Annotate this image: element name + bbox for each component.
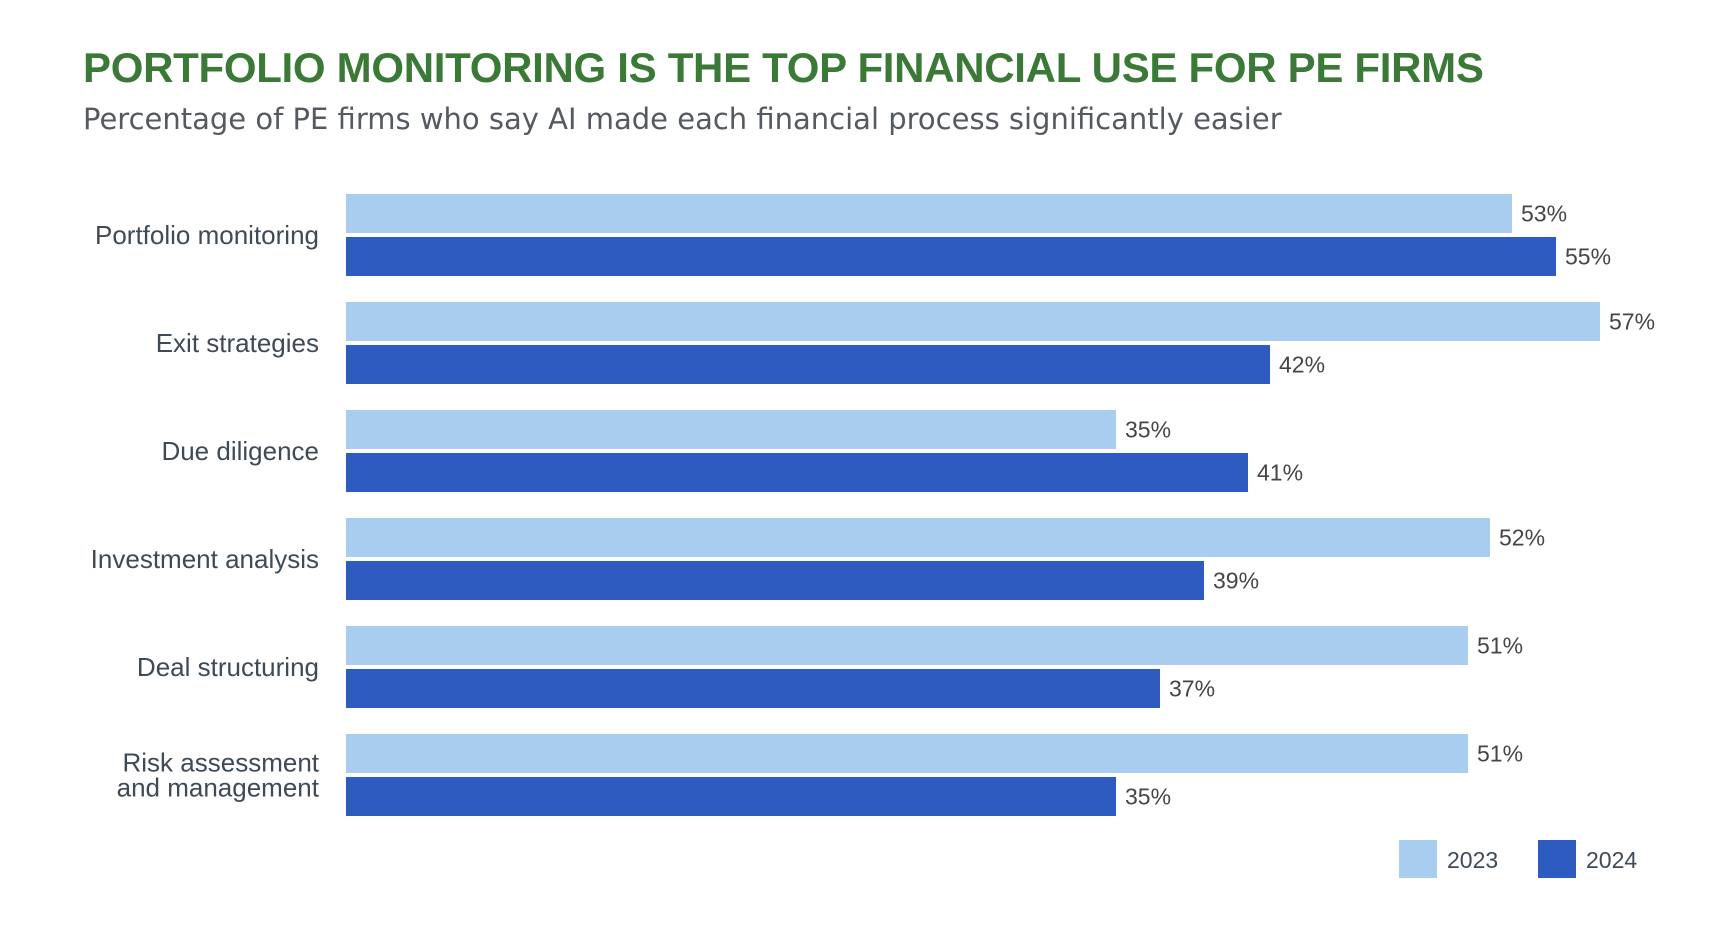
value-labels-layer: 53% 55% 57% 42% 35% 41% 52% 39% 51% 37% 51% 35% [1125,201,1655,810]
chart-title: PORTFOLIO MONITORING IS THE TOP FINANCIA… [83,44,1484,91]
bar-2024-4 [346,669,1160,708]
bar-2024-3 [346,561,1204,600]
legend-label-2023: 2023 [1447,847,1498,873]
value-label-2023-0: 53% [1521,201,1567,227]
category-label-1: Exit strategies [156,328,319,358]
category-label-5-line-0: Risk assessment [123,748,320,778]
category-label-0: Portfolio monitoring [95,220,319,250]
bar-2023-2 [346,410,1116,449]
bar-2023-4 [346,626,1468,665]
bar-2024-1 [346,345,1270,384]
legend: 2023 2024 [1399,840,1637,878]
category-label-2: Due diligence [161,436,319,466]
value-label-2023-2: 35% [1125,417,1171,443]
value-label-2024-1: 42% [1279,352,1325,378]
bar-2023-1 [346,302,1600,341]
bars-layer [346,194,1600,816]
category-label-3: Investment analysis [91,544,319,574]
bar-2023-0 [346,194,1512,233]
value-label-2023-5: 51% [1477,741,1523,767]
legend-swatch-2024 [1538,840,1576,878]
category-labels-layer: Portfolio monitoring Exit strategies Due d… [91,220,320,803]
value-label-2024-2: 41% [1257,460,1303,486]
category-label-5-line-1: and management [117,773,320,803]
bar-2024-2 [346,453,1248,492]
value-label-2023-4: 51% [1477,633,1523,659]
bar-2024-0 [346,237,1556,276]
bar-2023-3 [346,518,1490,557]
legend-swatch-2023 [1399,840,1437,878]
legend-label-2024: 2024 [1586,847,1637,873]
value-label-2024-0: 55% [1565,244,1611,270]
chart-subtitle: Percentage of PE firms who say AI made e… [83,102,1282,136]
value-label-2024-3: 39% [1213,568,1259,594]
value-label-2024-5: 35% [1125,784,1171,810]
value-label-2023-1: 57% [1609,309,1655,335]
bar-2023-5 [346,734,1468,773]
category-label-4: Deal structuring [137,652,319,682]
value-label-2024-4: 37% [1169,676,1215,702]
value-label-2023-3: 52% [1499,525,1545,551]
bar-2024-5 [346,777,1116,816]
